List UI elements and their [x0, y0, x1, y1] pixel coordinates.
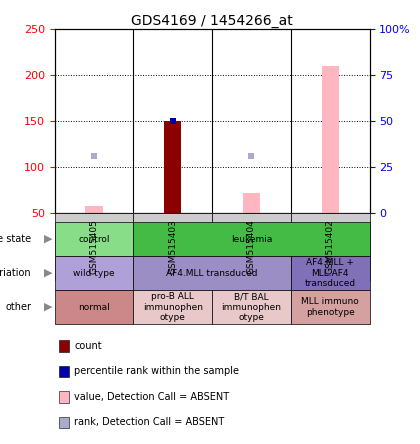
Text: ▶: ▶ [44, 234, 52, 244]
Text: disease state: disease state [0, 234, 32, 244]
Text: GSM515404: GSM515404 [247, 219, 256, 274]
Text: percentile rank within the sample: percentile rank within the sample [74, 366, 239, 377]
Text: GSM515402: GSM515402 [326, 219, 335, 274]
Bar [164, 121, 181, 213]
Text: leukemia: leukemia [231, 234, 272, 243]
Text: AF4.MLL +
MLL.AF4
transduced: AF4.MLL + MLL.AF4 transduced [304, 258, 356, 288]
Text: GSM515405: GSM515405 [89, 219, 98, 274]
Text: ▶: ▶ [44, 302, 52, 312]
Bar [243, 193, 260, 213]
Text: control: control [78, 234, 110, 243]
Text: B/T BAL
immunophen
otype: B/T BAL immunophen otype [221, 292, 281, 322]
Text: rank, Detection Call = ABSENT: rank, Detection Call = ABSENT [74, 417, 225, 428]
Text: other: other [5, 302, 32, 312]
Text: wild type: wild type [73, 269, 115, 278]
Text: pro-B ALL
immunophen
otype: pro-B ALL immunophen otype [143, 292, 203, 322]
Text: AF4.MLL transduced: AF4.MLL transduced [166, 269, 258, 278]
Text: MLL immuno
phenotype: MLL immuno phenotype [302, 297, 359, 317]
Bar [322, 66, 339, 213]
Text: count: count [74, 341, 102, 351]
Text: GSM515403: GSM515403 [168, 219, 177, 274]
Text: genotype/variation: genotype/variation [0, 268, 32, 278]
Title: GDS4169 / 1454266_at: GDS4169 / 1454266_at [131, 14, 293, 28]
Text: ▶: ▶ [44, 268, 52, 278]
Text: value, Detection Call = ABSENT: value, Detection Call = ABSENT [74, 392, 229, 402]
Text: normal: normal [78, 303, 110, 312]
Bar [85, 206, 102, 213]
